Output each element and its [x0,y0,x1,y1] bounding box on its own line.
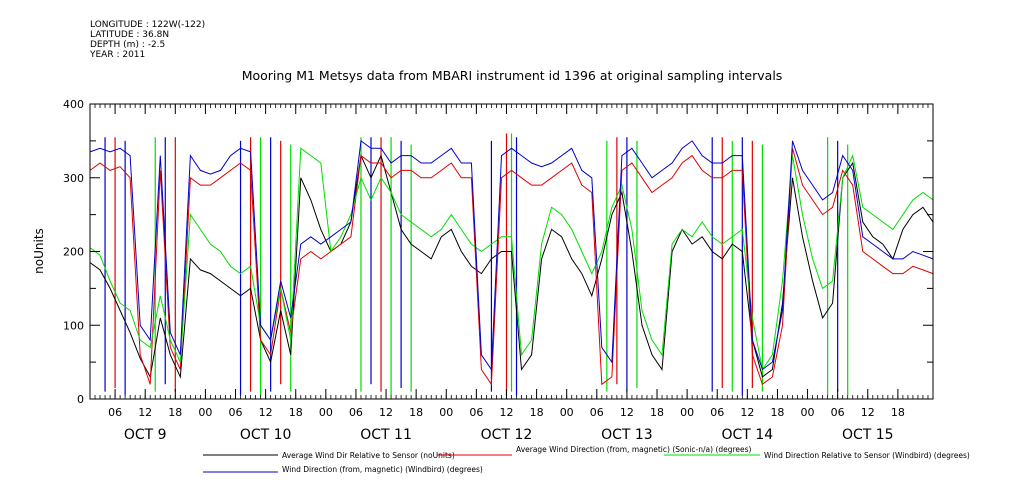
x-day-label: OCT 12 [481,427,533,443]
x-day-label: OCT 13 [601,427,653,443]
x-tick-label: 12 [499,406,513,419]
x-tick-label: 00 [198,406,212,419]
legend-label-1: Average Wind Dir Relative to Sensor (noU… [282,451,455,460]
chart-title: Mooring M1 Metsys data from MBARI instru… [242,68,783,83]
y-tick-label: 300 [63,172,84,185]
x-day-label: OCT 9 [124,427,167,443]
x-tick-label: 18 [650,406,664,419]
x-tick-label: 00 [560,406,574,419]
x-tick-label: 18 [891,406,905,419]
meta-longitude: LONGITUDE : 122W(-122) [90,20,206,30]
y-tick-label: 200 [63,246,84,259]
legend-label-3: Wind Direction Relative to Sensor (Windb… [764,451,970,460]
x-tick-label: 12 [379,406,393,419]
x-tick-label: 06 [831,406,845,419]
meta-latitude: LATITUDE : 36.8N [90,30,170,40]
x-tick-label: 12 [138,406,152,419]
series-lines [89,139,934,386]
x-tick-label: 18 [289,406,303,419]
y-tick-label: 100 [63,319,84,332]
x-tick-label: 00 [680,406,694,419]
x-tick-label: 06 [349,406,363,419]
x-axis: 06 12 18 00 06 12 18 00 06 12 18 00 06 12 18 00 06 12 18 00… [108,104,905,443]
legend: Average Wind Dir Relative to Sensor (noU… [203,445,970,474]
legend-label-4: Wind Direction (from, magnetic) (Windbir… [282,465,483,474]
y-axis: 0 100 200 300 400 [63,98,933,406]
series-line-4 [89,139,934,372]
x-tick-label: 18 [530,406,544,419]
x-tick-label: 12 [861,406,875,419]
x-day-label: OCT 11 [360,427,412,443]
y-axis-label: noUnits [32,228,46,274]
x-tick-label: 18 [409,406,423,419]
x-tick-label: 06 [590,406,604,419]
legend-label-2: Average Wind Direction (from, magnetic) … [516,445,752,454]
series-line-3 [89,147,934,371]
meta-depth: DEPTH (m) : -2.5 [90,40,166,50]
x-day-label: OCT 14 [722,427,774,443]
meta-year: YEAR : 2011 [90,50,146,60]
x-tick-label: 06 [710,406,724,419]
x-tick-label: 18 [770,406,784,419]
x-tick-label: 06 [469,406,483,419]
y-tick-label: 0 [77,393,84,406]
x-tick-label: 00 [801,406,815,419]
x-tick-label: 06 [108,406,122,419]
x-tick-label: 12 [259,406,273,419]
x-tick-label: 12 [740,406,754,419]
y-tick-label: 400 [63,98,84,111]
series-line-1 [89,153,934,379]
x-tick-label: 00 [319,406,333,419]
x-tick-label: 12 [620,406,634,419]
x-day-label: OCT 10 [240,427,292,443]
x-tick-label: 00 [439,406,453,419]
x-tick-label: 18 [168,406,182,419]
x-day-label: OCT 15 [842,427,894,443]
x-tick-label: 06 [229,406,243,419]
